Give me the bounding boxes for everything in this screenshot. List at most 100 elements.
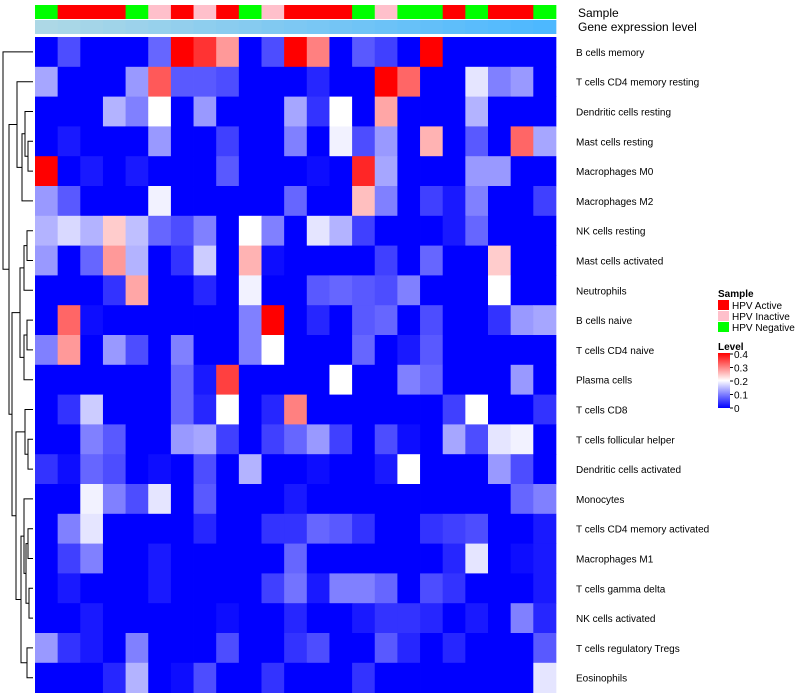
heatmap-cell <box>352 126 376 157</box>
sample-annotation-cell <box>284 5 308 19</box>
heatmap-cell <box>57 603 81 634</box>
heatmap-cell <box>306 126 330 157</box>
heatmap-cell <box>329 305 353 336</box>
heatmap-cell <box>125 484 149 515</box>
heatmap-cell <box>329 96 353 127</box>
heatmap-cell <box>465 573 489 604</box>
heatmap-cell <box>193 335 217 366</box>
heatmap-cell <box>148 215 172 246</box>
heatmap-cell <box>306 186 330 217</box>
heatmap-cell <box>35 513 59 544</box>
row-label: Dendritic cells activated <box>576 465 681 476</box>
row-label: Mast cells activated <box>576 257 663 268</box>
heatmap-cell <box>284 156 308 187</box>
heatmap-cell <box>397 335 421 366</box>
heatmap-cell <box>238 245 262 276</box>
dendrogram-branch <box>23 334 33 381</box>
heatmap-cell <box>216 573 240 604</box>
expression-annotation-cell <box>352 20 376 34</box>
heatmap-cell <box>397 186 421 217</box>
expression-annotation-cell <box>306 20 330 34</box>
heatmap-cell <box>533 245 557 276</box>
heatmap-cell <box>80 126 104 157</box>
heatmap-cell <box>35 305 59 336</box>
heatmap-cell <box>238 364 262 395</box>
heatmap-cell <box>170 66 194 97</box>
heatmap-cell <box>488 66 512 97</box>
row-label: Macrophages M0 <box>576 167 654 178</box>
row-label: Plasma cells <box>576 376 632 387</box>
heatmap-cell <box>80 335 104 366</box>
heatmap-cell <box>102 37 126 68</box>
heatmap-cell <box>397 394 421 425</box>
heatmap-cell <box>193 394 217 425</box>
heatmap-cell <box>397 513 421 544</box>
heatmap-cell <box>329 126 353 157</box>
heatmap-cell <box>80 66 104 97</box>
heatmap-cell <box>510 156 534 187</box>
heatmap-cell <box>329 245 353 276</box>
expression-annotation-cell <box>238 20 262 34</box>
expression-annotation-cell <box>80 20 104 34</box>
heatmap-cell <box>397 603 421 634</box>
heatmap-cell <box>125 364 149 395</box>
heatmap-cell <box>284 394 308 425</box>
heatmap-cell <box>35 364 59 395</box>
row-label: Mast cells resting <box>576 137 653 148</box>
heatmap-cell <box>57 394 81 425</box>
heatmap-cell <box>170 96 194 127</box>
row-label: Neutrophils <box>576 286 627 297</box>
heatmap-cell <box>488 275 512 306</box>
heatmap-cell <box>329 186 353 217</box>
heatmap-cell <box>125 603 149 634</box>
heatmap-cell <box>397 424 421 455</box>
heatmap-cell <box>465 484 489 515</box>
heatmap-cell <box>238 424 262 455</box>
heatmap-cell <box>216 394 240 425</box>
heatmap-cell <box>352 37 376 68</box>
sample-legend-swatch <box>718 300 729 310</box>
heatmap-cell <box>488 573 512 604</box>
heatmap-cell <box>170 245 194 276</box>
heatmap-cell <box>465 364 489 395</box>
heatmap-cell <box>284 66 308 97</box>
heatmap-cell <box>397 633 421 664</box>
heatmap-cell <box>170 513 194 544</box>
heatmap-cell <box>216 513 240 544</box>
heatmap-cell <box>352 484 376 515</box>
row-label: T cells follicular helper <box>576 435 675 446</box>
heatmap-cell <box>80 603 104 634</box>
dendrogram-branch <box>27 528 33 559</box>
dendrogram-branch <box>28 587 33 619</box>
heatmap-cell <box>465 513 489 544</box>
heatmap-cell <box>465 186 489 217</box>
heatmap-cell <box>442 275 466 306</box>
heatmap-cell <box>374 37 398 68</box>
heatmap-cell <box>238 96 262 127</box>
heatmap-cell <box>216 96 240 127</box>
heatmap-cell <box>216 186 240 217</box>
heatmap-cell <box>261 513 285 544</box>
heatmap-cell <box>216 424 240 455</box>
heatmap-cell <box>420 186 444 217</box>
heatmap-cell <box>35 603 59 634</box>
heatmap-cell <box>193 454 217 485</box>
heatmap-cell <box>420 126 444 157</box>
heatmap-cell <box>35 335 59 366</box>
heatmap-cell <box>488 186 512 217</box>
heatmap-cell <box>57 484 81 515</box>
heatmap-cell <box>329 335 353 366</box>
heatmap-cell <box>510 424 534 455</box>
heatmap-cell <box>284 215 308 246</box>
heatmap-cell <box>170 424 194 455</box>
expression-annotation-cell <box>125 20 149 34</box>
heatmap-cell <box>465 37 489 68</box>
heatmap-cell <box>510 305 534 336</box>
heatmap-cell <box>533 156 557 187</box>
heatmap-cell <box>352 603 376 634</box>
heatmap-cell <box>125 186 149 217</box>
heatmap-cell <box>420 394 444 425</box>
heatmap-cell <box>238 543 262 574</box>
heatmap-cell <box>238 484 262 515</box>
